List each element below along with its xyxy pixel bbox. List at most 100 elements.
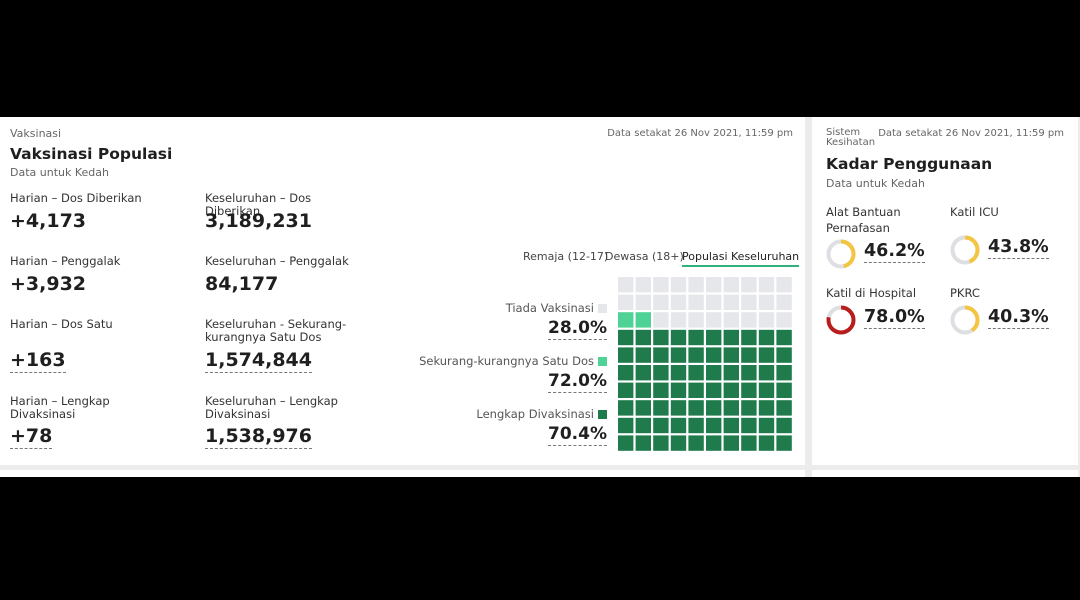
gauge-arc	[826, 239, 856, 269]
waffle-cell	[741, 294, 757, 310]
waffle-cell	[706, 294, 722, 310]
waffle-cell	[741, 417, 757, 434]
waffle-cell	[741, 277, 757, 293]
waffle-cell	[723, 400, 739, 416]
waffle-cell	[635, 277, 651, 293]
tab[interactable]: Remaja (12-17)	[523, 250, 609, 263]
waffle-cell	[618, 312, 634, 328]
stat-value: +3,932	[10, 273, 87, 295]
waffle-cell	[635, 294, 651, 310]
stat-value: 1,574,844	[205, 349, 312, 373]
gauge-value: 43.8%	[988, 237, 1049, 259]
waffle-cell	[653, 435, 669, 451]
legend-swatch	[598, 357, 607, 366]
waffle-cell	[706, 347, 722, 363]
waffle-cell	[758, 365, 775, 381]
stat-value: 1,538,976	[205, 425, 312, 449]
tab[interactable]: Dewasa (18+)	[605, 250, 684, 263]
next-card	[0, 470, 805, 477]
waffle-cell	[758, 417, 775, 434]
waffle-cell	[776, 400, 792, 416]
waffle-cell	[653, 347, 669, 363]
waffle-cell	[776, 347, 792, 363]
stat-value: +78	[10, 425, 53, 449]
gauge-value: 78.0%	[864, 307, 925, 329]
stat-label: Keseluruhan – Dos Diberikan	[205, 191, 312, 218]
waffle-cell	[741, 382, 757, 398]
waffle-cell	[758, 400, 775, 416]
waffle-cell	[653, 400, 669, 416]
legend-label: Tiada Vaksinasi	[505, 301, 594, 315]
gauge-value: 40.3%	[988, 307, 1049, 329]
waffle-cell	[618, 277, 634, 293]
timestamp: Data setakat 26 Nov 2021, 11:59 pm	[607, 128, 793, 139]
waffle-cell	[688, 312, 704, 328]
waffle-cell	[776, 435, 792, 451]
waffle-cell	[758, 294, 775, 310]
waffle-cell	[635, 347, 651, 363]
waffle-cell	[618, 400, 634, 416]
waffle-cell	[776, 382, 792, 398]
waffle-cell	[653, 294, 669, 310]
waffle-cell	[618, 435, 634, 451]
waffle-cell	[670, 435, 687, 451]
waffle-cell	[706, 400, 722, 416]
waffle-cell	[653, 329, 669, 346]
section-label: Vaksinasi	[10, 127, 62, 140]
waffle-cell	[776, 329, 792, 346]
section-label: Sistem Kesihatan	[826, 127, 876, 148]
waffle-cell	[670, 329, 687, 346]
gauge-label: PKRC	[950, 286, 980, 300]
waffle-cell	[635, 312, 651, 328]
tab[interactable]: Populasi Keseluruhan	[682, 250, 800, 267]
waffle-cell	[653, 382, 669, 398]
gauge-label: Katil ICU	[950, 205, 999, 219]
waffle-cell	[723, 329, 739, 346]
waffle-cell	[706, 365, 722, 381]
waffle-cell	[723, 365, 739, 381]
legend-swatch	[598, 304, 607, 313]
legend-swatch	[598, 410, 607, 419]
waffle-cell	[688, 347, 704, 363]
waffle-cell	[653, 277, 669, 293]
waffle-cell	[706, 312, 722, 328]
stat-value: 84,177	[205, 273, 279, 295]
waffle-cell	[670, 294, 687, 310]
waffle-cell	[706, 382, 722, 398]
waffle-cell	[723, 312, 739, 328]
legend-value: 72.0%	[548, 371, 607, 393]
card-title: Vaksinasi Populasi	[10, 145, 173, 163]
waffle-cell	[688, 382, 704, 398]
waffle-cell	[758, 435, 775, 451]
waffle-cell	[688, 365, 704, 381]
waffle-cell	[688, 435, 704, 451]
waffle-cell	[653, 365, 669, 381]
waffle-cell	[688, 294, 704, 310]
waffle-cell	[741, 400, 757, 416]
stat-label: Keseluruhan – Penggalak	[205, 254, 349, 268]
waffle-cell	[758, 347, 775, 363]
waffle-cell	[688, 277, 704, 293]
waffle-cell	[635, 329, 651, 346]
waffle-cell	[776, 312, 792, 328]
waffle-cell	[706, 435, 722, 451]
waffle-cell	[618, 365, 634, 381]
gauge-label: Alat Bantuan Pernafasan	[826, 205, 901, 235]
stat-label: Harian – Dos Diberikan	[10, 191, 142, 205]
waffle-cell	[618, 382, 634, 398]
card-subtitle: Data untuk Kedah	[10, 166, 109, 179]
waffle-cell	[776, 417, 792, 434]
stat-label: Harian – Penggalak	[10, 254, 121, 268]
waffle-cell	[723, 382, 739, 398]
waffle-cell	[723, 277, 739, 293]
waffle-cell	[670, 382, 687, 398]
waffle-cell	[618, 417, 634, 434]
waffle-cell	[723, 294, 739, 310]
waffle-cell	[618, 329, 634, 346]
waffle-cell	[723, 417, 739, 434]
legend-value: 28.0%	[548, 318, 607, 340]
waffle-cell	[758, 329, 775, 346]
waffle-cell	[741, 365, 757, 381]
